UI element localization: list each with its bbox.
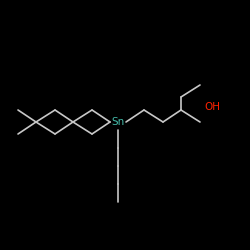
Text: Sn: Sn bbox=[112, 117, 124, 127]
Text: OH: OH bbox=[204, 102, 220, 112]
